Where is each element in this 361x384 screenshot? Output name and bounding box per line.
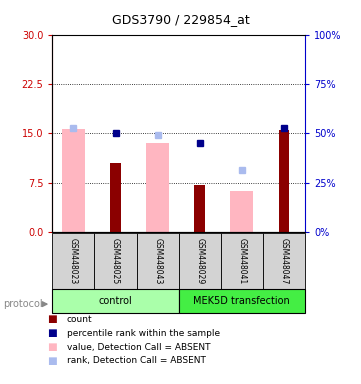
Bar xyxy=(263,233,305,290)
Text: protocol: protocol xyxy=(4,299,43,309)
Bar xyxy=(195,185,205,232)
Text: GSM448023: GSM448023 xyxy=(69,238,78,285)
Bar xyxy=(230,192,253,232)
Bar xyxy=(52,289,179,313)
Bar xyxy=(279,130,289,232)
Text: percentile rank within the sample: percentile rank within the sample xyxy=(67,329,220,338)
Text: GSM448047: GSM448047 xyxy=(279,238,288,285)
Bar xyxy=(62,129,85,232)
Bar xyxy=(136,233,179,290)
Text: control: control xyxy=(99,296,132,306)
Text: rank, Detection Call = ABSENT: rank, Detection Call = ABSENT xyxy=(67,356,206,366)
Text: count: count xyxy=(67,315,92,324)
Bar xyxy=(146,143,169,232)
Text: GSM448041: GSM448041 xyxy=(238,238,246,285)
Text: GSM448043: GSM448043 xyxy=(153,238,162,285)
Text: MEK5D transfection: MEK5D transfection xyxy=(193,296,290,306)
Text: value, Detection Call = ABSENT: value, Detection Call = ABSENT xyxy=(67,343,210,352)
Text: GDS3790 / 229854_at: GDS3790 / 229854_at xyxy=(112,13,249,26)
Bar xyxy=(179,289,305,313)
Bar xyxy=(110,163,121,232)
Bar xyxy=(179,233,221,290)
Text: ■: ■ xyxy=(47,314,57,324)
Bar xyxy=(52,233,95,290)
Text: ■: ■ xyxy=(47,356,57,366)
Bar xyxy=(221,233,263,290)
Text: ■: ■ xyxy=(47,328,57,338)
Text: ■: ■ xyxy=(47,342,57,352)
Text: GSM448025: GSM448025 xyxy=(111,238,120,285)
Text: GSM448029: GSM448029 xyxy=(195,238,204,285)
Bar xyxy=(95,233,136,290)
